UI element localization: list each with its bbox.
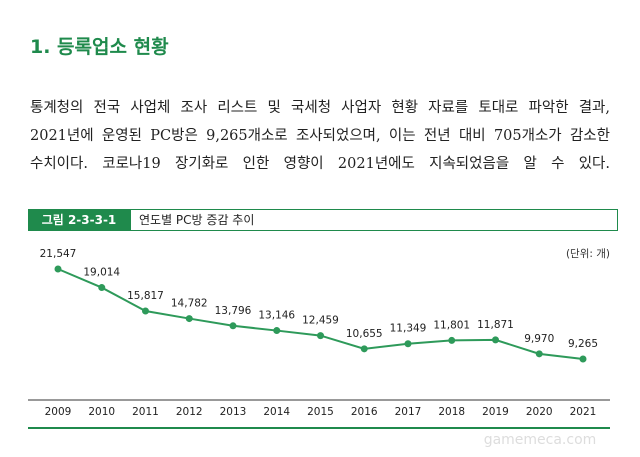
x-tick-label: 2018 xyxy=(438,406,465,418)
x-tick-label: 2016 xyxy=(351,406,378,418)
watermark: gamemeca.com xyxy=(484,432,597,448)
x-tick-label: 2013 xyxy=(220,406,247,418)
point xyxy=(579,355,587,363)
point xyxy=(404,340,412,348)
x-tick-label: 2011 xyxy=(132,406,159,418)
point xyxy=(492,336,499,344)
paragraph-line: 통계청의 전국 사업체 조사 리스트 및 국세청 사업자 현황 자료를 토대로 … xyxy=(30,100,610,116)
point xyxy=(142,307,149,315)
point xyxy=(98,284,106,292)
value-label: 13,146 xyxy=(258,310,295,322)
point xyxy=(535,350,543,358)
value-label: 11,349 xyxy=(390,323,427,335)
point xyxy=(448,336,456,344)
x-tick-label: 2010 xyxy=(88,406,115,418)
value-label: 13,796 xyxy=(215,305,252,317)
x-tick-label: 2020 xyxy=(526,406,553,418)
x-tick-label: 2014 xyxy=(263,406,290,418)
point xyxy=(360,345,368,353)
value-label: 10,655 xyxy=(346,328,383,340)
value-label: 21,547 xyxy=(40,248,77,260)
value-label: 15,817 xyxy=(127,290,164,302)
x-tick-label: 2019 xyxy=(482,406,509,418)
value-label: 9,970 xyxy=(524,333,554,345)
point xyxy=(273,327,281,335)
figure-title: 연도별 PC방 증감 추이 xyxy=(130,209,618,231)
unit-label: (단위: 개) xyxy=(565,248,610,260)
x-tick-label: 2009 xyxy=(45,406,72,418)
figure-label: 그림 2-3-3-1 xyxy=(28,209,130,231)
point xyxy=(185,315,193,323)
x-tick-label: 2021 xyxy=(570,406,597,418)
value-label: 9,265 xyxy=(568,338,598,350)
value-label: 11,801 xyxy=(433,319,470,331)
point xyxy=(317,332,324,340)
paragraph-line: 2021년에 운영된 PC방은 9,265개소로 조사되었으며, 이는 전년 대… xyxy=(30,128,610,144)
value-label: 14,782 xyxy=(171,298,208,310)
value-label: 19,014 xyxy=(83,267,120,279)
value-label: 12,459 xyxy=(302,315,339,327)
paragraph-line: 수치이다. 코로나19 장기화로 인한 영향이 2021년에도 지속되었음을 알… xyxy=(30,156,610,172)
x-tick-label: 2015 xyxy=(307,406,334,418)
point xyxy=(229,322,237,330)
value-label: 11,871 xyxy=(477,319,514,331)
heading: 1. 등록업소 현황 xyxy=(30,36,169,58)
x-tick-label: 2012 xyxy=(176,406,203,418)
point xyxy=(54,265,62,273)
x-tick-label: 2017 xyxy=(395,406,422,418)
